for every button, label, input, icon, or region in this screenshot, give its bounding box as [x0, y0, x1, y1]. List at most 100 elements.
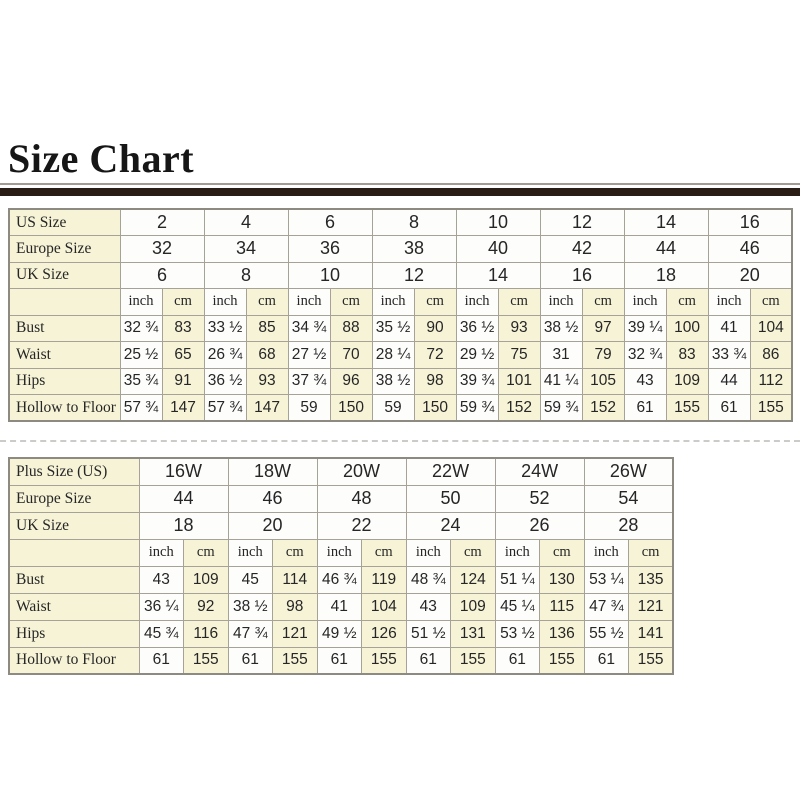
plus-inch-header: inch — [316, 538, 363, 567]
standard-row-label: Europe Size — [8, 235, 121, 263]
standard-cm-value: 96 — [329, 367, 373, 395]
standard-size-cell: 8 — [371, 208, 457, 236]
plus-row-label: Bust — [8, 565, 140, 594]
standard-size-cell: 34 — [203, 235, 289, 263]
standard-size-cell: 14 — [623, 208, 709, 236]
standard-size-cell: 38 — [371, 235, 457, 263]
standard-size-cell: 40 — [455, 235, 541, 263]
standard-cm-header: cm — [413, 288, 457, 316]
standard-size-cell: 6 — [119, 261, 205, 289]
plus-inch-value: 47 ¾ — [583, 592, 630, 621]
standard-cm-value: 72 — [413, 341, 457, 369]
standard-size-cell: 2 — [119, 208, 205, 236]
plus-cm-header: cm — [272, 538, 318, 567]
standard-size-cell: 42 — [539, 235, 625, 263]
plus-cm-value: 124 — [450, 565, 496, 594]
standard-cm-value: 150 — [329, 394, 373, 422]
plus-inch-value: 45 — [227, 565, 274, 594]
plus-measure-row: Waist 36 ¼ 92 38 ½ 98 41 104 43 109 45 ¼ 115 47 ¾ 12… — [8, 592, 674, 621]
plus-unit-row: inch cm inch cm inch cm inch cm inch cm inch cm — [8, 538, 674, 567]
plus-inch-header: inch — [405, 538, 452, 567]
plus-cm-value: 155 — [628, 646, 674, 675]
standard-inch-value: 41 ¼ — [539, 367, 583, 395]
plus-inch-header: inch — [583, 538, 630, 567]
plus-row-label: Hips — [8, 619, 140, 648]
standard-inch-header: inch — [539, 288, 583, 316]
standard-cm-value: 105 — [581, 367, 625, 395]
plus-cm-value: 155 — [272, 646, 318, 675]
plus-inch-value: 47 ¾ — [227, 619, 274, 648]
standard-inch-value: 41 — [707, 314, 751, 342]
standard-inch-value: 37 ¾ — [287, 367, 331, 395]
standard-measure-row: Bust 32 ¾ 83 33 ½ 85 34 ¾ 88 35 ½ 90 36 ½ 93 38 ½ 97… — [8, 314, 793, 342]
standard-cm-value: 101 — [497, 367, 541, 395]
standard-cm-value: 104 — [749, 314, 793, 342]
standard-cm-header: cm — [161, 288, 205, 316]
standard-size-cell: 12 — [539, 208, 625, 236]
plus-cm-value: 121 — [272, 619, 318, 648]
standard-size-cell: 44 — [623, 235, 709, 263]
plus-inch-value: 55 ½ — [583, 619, 630, 648]
plus-inch-value: 53 ½ — [494, 619, 541, 648]
standard-size-cell: 16 — [539, 261, 625, 289]
standard-cm-value: 147 — [161, 394, 205, 422]
plus-cm-value: 126 — [361, 619, 407, 648]
plus-size-table: Plus Size (US) 16W 18W 20W 22W 24W 26W Europe S… — [8, 457, 675, 675]
standard-inch-header: inch — [623, 288, 667, 316]
plus-size-cell: 20W — [316, 457, 407, 486]
plus-cm-value: 131 — [450, 619, 496, 648]
plus-cm-header: cm — [539, 538, 585, 567]
plus-inch-value: 45 ¼ — [494, 592, 541, 621]
standard-measure-row: Hollow to Floor 57 ¾ 147 57 ¾ 147 59 150 59 150 5… — [8, 394, 793, 422]
plus-cm-value: 98 — [272, 592, 318, 621]
plus-inch-value: 53 ¼ — [583, 565, 630, 594]
standard-inch-value: 29 ½ — [455, 341, 499, 369]
standard-cm-value: 85 — [245, 314, 289, 342]
standard-inch-value: 59 ¾ — [539, 394, 583, 422]
standard-row-label: UK Size — [8, 261, 121, 289]
plus-inch-value: 49 ½ — [316, 619, 363, 648]
plus-inch-value: 48 ¾ — [405, 565, 452, 594]
standard-size-cell: 12 — [371, 261, 457, 289]
plus-size-cell: 46 — [227, 484, 318, 513]
standard-inch-header: inch — [371, 288, 415, 316]
plus-size-cell: 20 — [227, 511, 318, 540]
plus-row-label: Plus Size (US) — [8, 457, 140, 486]
standard-inch-value: 36 ½ — [455, 314, 499, 342]
standard-inch-value: 35 ½ — [371, 314, 415, 342]
standard-cm-value: 91 — [161, 367, 205, 395]
standard-inch-header: inch — [287, 288, 331, 316]
standard-cm-value: 70 — [329, 341, 373, 369]
plus-size-cell: 26W — [583, 457, 674, 486]
plus-cm-value: 109 — [183, 565, 229, 594]
plus-cm-value: 130 — [539, 565, 585, 594]
standard-size-cell: 32 — [119, 235, 205, 263]
standard-size-table: US Size 2 4 6 8 10 12 14 16 Europe Size 32 34 36 38 40… — [8, 208, 794, 422]
standard-cm-value: 155 — [749, 394, 793, 422]
standard-size-cell: 6 — [287, 208, 373, 236]
standard-size-cell: 10 — [455, 208, 541, 236]
plus-size-cell: 26 — [494, 511, 585, 540]
standard-row-label: Waist — [8, 341, 121, 369]
plus-inch-header: inch — [138, 538, 184, 567]
plus-inch-value: 61 — [583, 646, 630, 675]
standard-cm-value: 155 — [665, 394, 709, 422]
standard-cm-value: 112 — [749, 367, 793, 395]
plus-size-row: Europe Size 44 46 48 50 52 54 — [8, 484, 674, 513]
standard-cm-value: 65 — [161, 341, 205, 369]
standard-measure-row: Waist 25 ½ 65 26 ¾ 68 27 ½ 70 28 ¼ 72 29 ½ 75 31 79 3… — [8, 341, 793, 369]
standard-cm-value: 147 — [245, 394, 289, 422]
standard-unit-row: inch cm inch cm inch cm inch cm inch cm inch cm inch… — [8, 288, 793, 316]
standard-cm-value: 150 — [413, 394, 457, 422]
standard-inch-value: 59 — [287, 394, 331, 422]
standard-inch-value: 34 ¾ — [287, 314, 331, 342]
standard-cm-value: 68 — [245, 341, 289, 369]
standard-inch-value: 33 ½ — [203, 314, 247, 342]
plus-size-cell: 28 — [583, 511, 674, 540]
plus-cm-value: 155 — [450, 646, 496, 675]
plus-cm-value: 141 — [628, 619, 674, 648]
standard-cm-value: 97 — [581, 314, 625, 342]
standard-unit-row-blank-cell — [8, 288, 121, 316]
plus-inch-value: 41 — [316, 592, 363, 621]
